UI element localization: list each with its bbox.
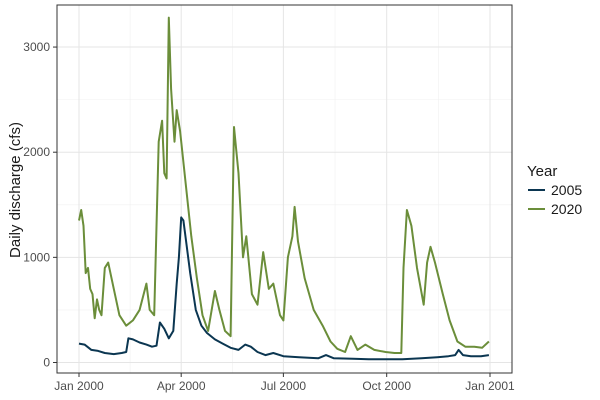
y-tick-label: 2000 [23, 145, 50, 159]
y-tick-label: 1000 [23, 250, 50, 264]
legend-label-2005: 2005 [551, 182, 582, 198]
y-axis-ticks: 0 1000 2000 3000 [23, 40, 57, 369]
x-tick-label: Jul 2000 [261, 379, 307, 393]
x-tick-label: Jan 2000 [54, 379, 104, 393]
x-tick-label: Apr 2000 [157, 379, 206, 393]
legend-title: Year [527, 163, 557, 180]
panel-border [56, 4, 513, 374]
legend-label-2020: 2020 [551, 201, 582, 217]
series-line-2020 [78, 16, 490, 354]
x-axis-ticks: Jan 2000 Apr 2000 Jul 2000 Oct 2000 Jan 2001 [54, 373, 515, 393]
x-tick-label: Jan 2001 [465, 379, 515, 393]
y-tick-label: 3000 [23, 40, 50, 54]
series-layer [78, 16, 490, 361]
y-tick-label: 0 [43, 355, 50, 369]
x-tick-label: Oct 2000 [362, 379, 411, 393]
series-line-2005 [78, 216, 490, 361]
legend: Year 2005 2020 [527, 163, 582, 217]
y-axis-title: Daily discharge (cfs) [7, 122, 24, 258]
